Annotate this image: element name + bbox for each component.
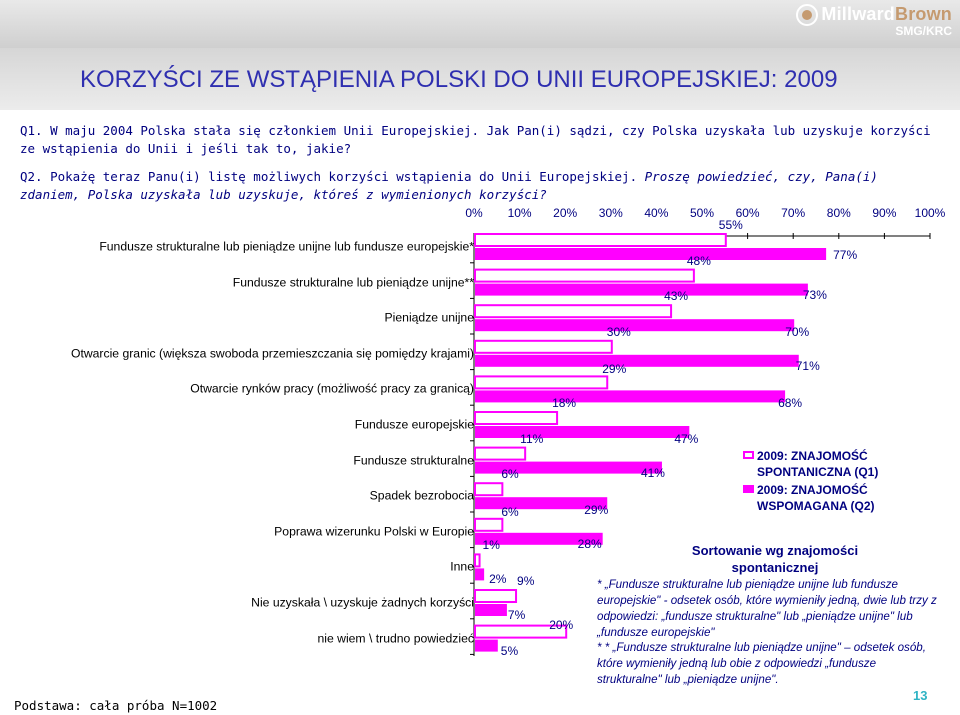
x-tick-label: 80% [826,206,851,220]
x-tick-label: 100% [914,206,946,220]
legend-swatch-filled [743,485,754,493]
category-label: Fundusze strukturalne lub pieniądze unij… [99,239,474,254]
legend-swatch-outline [743,451,754,459]
logo-text-millward: Millward [821,4,895,24]
category-label: Otwarcie rynków pracy (możliwość pracy z… [190,381,474,396]
category-label: nie wiem \ trudno powiedzieć [317,631,475,646]
data-label-aided: 28% [577,536,602,551]
data-label-spontaneous: 48% [686,253,711,268]
category-label: Fundusze strukturalne [353,453,474,468]
x-tick-label: 60% [735,206,760,220]
data-label-aided: 2% [489,572,507,587]
x-tick-label: 20% [553,206,578,220]
category-label: Fundusze europejskie [354,417,474,432]
bar-spontaneous [474,233,727,247]
x-tick-label: 0% [465,206,483,220]
data-label-spontaneous: 43% [664,289,689,304]
data-label-spontaneous: 18% [552,396,577,410]
category-label: Spadek bezrobocia [369,488,474,503]
bar-aided [475,390,786,403]
data-label-aided: 73% [802,287,827,302]
data-label-aided: 41% [640,465,665,480]
data-label-aided: 29% [584,503,609,518]
data-label-spontaneous: 9% [517,574,535,588]
question-q2: Q2. Pokażę teraz Panu(i) listę możliwych… [20,168,940,204]
category-label: Pieniądze unijne [384,310,474,325]
data-label-aided: 47% [674,432,699,446]
data-label-aided: 77% [833,248,858,262]
data-label-spontaneous: 1% [482,538,500,553]
data-label-aided: 68% [778,396,803,411]
bar-spontaneous [474,411,559,425]
bar-aided [475,283,808,296]
bar-spontaneous [474,268,695,283]
bar-spontaneous [474,624,568,639]
bar-spontaneous [474,482,504,497]
data-label-aided: 7% [507,608,526,622]
bar-aided [475,461,662,474]
bar-aided [475,354,799,367]
logo-text-brown: Brown [895,4,952,24]
bar-spontaneous [474,375,609,390]
bar-aided [475,639,498,652]
bar-aided [475,532,603,545]
data-label-aided: 5% [500,643,519,658]
bar-spontaneous [474,339,613,354]
bar-spontaneous [474,304,673,319]
category-label: Fundusze strukturalne lub pieniądze unij… [232,275,474,290]
category-label: Poprawa wizerunku Polski w Europie [274,524,474,539]
page-title: KORZYŚCI ZE WSTĄPIENIA POLSKI DO UNII EU… [80,66,838,93]
bar-aided [475,319,795,332]
question-q1: Q1. W maju 2004 Polska stała się członki… [20,123,931,156]
data-label-spontaneous: 30% [606,324,631,339]
sort-note: Sortowanie wg znajomości spontanicznej [691,543,859,575]
base-sample-note: Podstawa: cała próba N=1002 [14,698,218,713]
logo-text-smg-krc: SMG/KRC [895,24,952,39]
page-number: 13 [913,688,928,703]
bar-spontaneous [474,446,527,461]
data-label-spontaneous: 55% [718,218,743,232]
millward-brown-logo: MillwardBrown SMG/KRC [796,4,952,38]
data-label-spontaneous: 6% [501,504,519,519]
footnote-2: * * „Fundusze strukturalne lub pieniądze… [597,641,926,686]
legend-label-spontaneous: 2009: ZNAJOMOŚĆ SPONTANICZNA (Q1) [757,449,879,479]
data-label-spontaneous: 6% [501,467,519,482]
bar-aided [475,248,827,260]
category-label: Inne [450,559,474,574]
data-label-spontaneous: 11% [520,431,544,446]
x-tick-label: 50% [689,206,715,220]
bar-spontaneous [474,553,481,568]
data-label-aided: 71% [795,358,820,373]
question-q2-italic: Proszę powiedzieć, czy, Pana(i) zdaniem,… [20,169,878,202]
question-q2-plain: Q2. Pokażę teraz Panu(i) listę możliwych… [20,169,638,184]
x-tick-label: 40% [644,206,669,220]
bar-aided [475,497,608,510]
bar-aided [475,426,690,438]
title-band [0,48,960,110]
x-tick-label: 30% [598,206,623,220]
x-tick-label: 10% [507,206,532,220]
bar-aided [475,568,485,581]
bar-spontaneous [474,589,518,603]
bar-spontaneous [474,517,504,532]
data-label-aided: 70% [785,325,810,340]
footnote-1: * „Fundusze strukturalne lub pieniądze u… [597,578,937,639]
category-label: Nie uzyskała \ uzyskuje żadnych korzyści [251,595,474,610]
data-label-spontaneous: 29% [602,362,627,377]
data-label-spontaneous: 20% [549,617,574,632]
x-tick-label: 90% [872,206,897,220]
logo-mark-icon [796,4,819,27]
legend-label-aided: 2009: ZNAJOMOŚĆ WSPOMAGANA (Q2) [757,483,875,513]
category-label: Otwarcie granic (większa swoboda przemie… [70,346,474,361]
x-tick-label: 70% [781,206,806,220]
bar-aided [475,604,507,616]
